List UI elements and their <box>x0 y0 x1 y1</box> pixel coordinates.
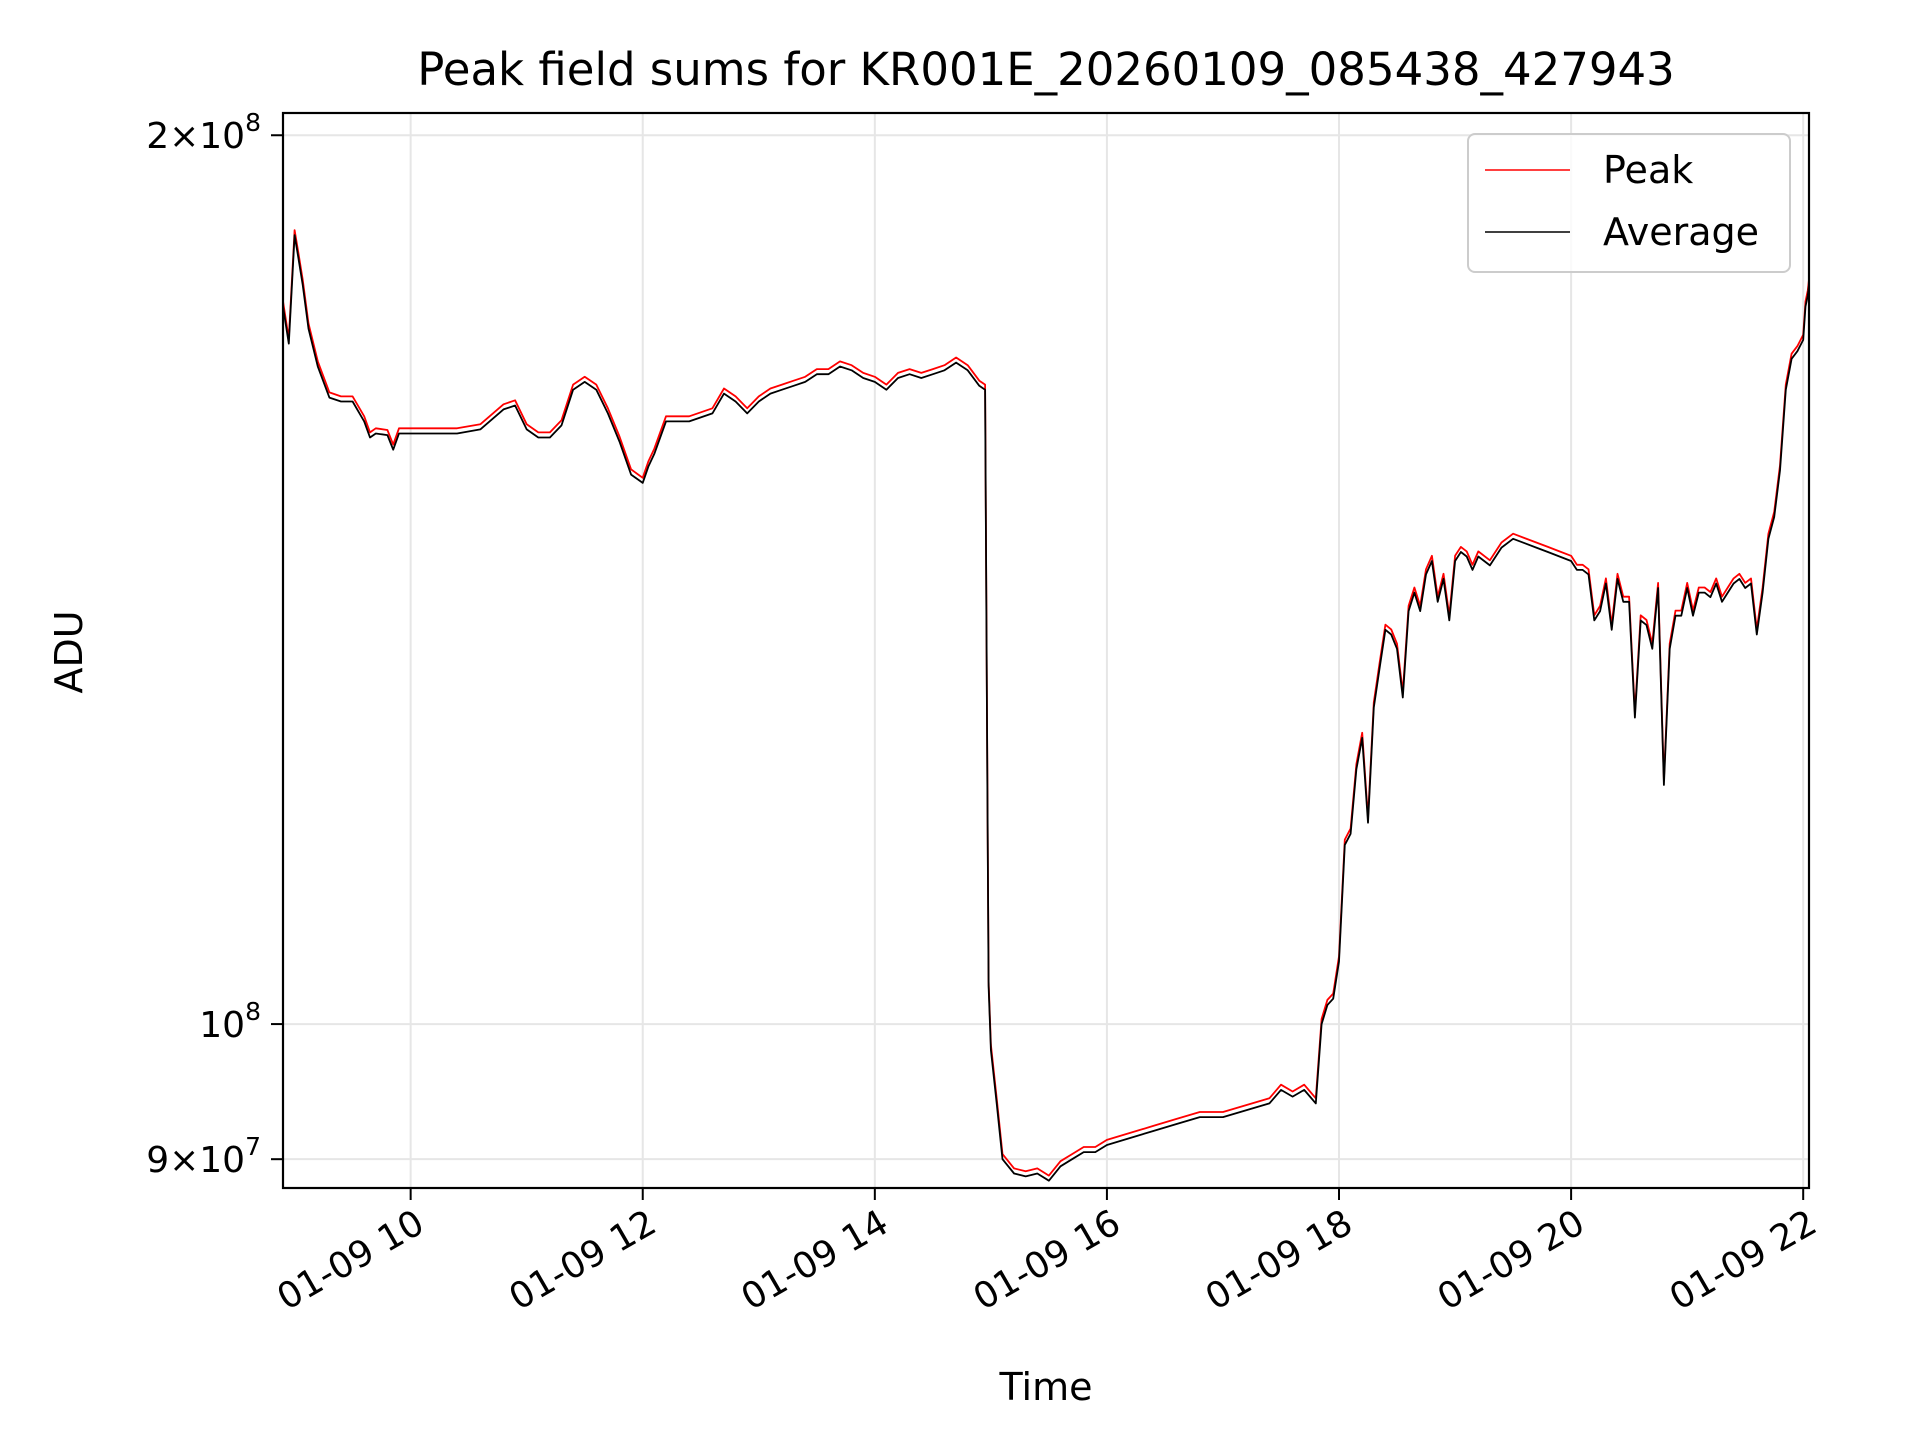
y-axis-label: ADU <box>47 610 91 693</box>
legend: Peak Average <box>1467 133 1791 273</box>
y-tick-label: 9×107 <box>146 1132 261 1181</box>
legend-peak-label: Peak <box>1603 148 1693 192</box>
series-line-peak <box>283 229 1809 1177</box>
y-axis: 2×108 108 9×107 <box>146 108 283 1181</box>
chart-title: Peak field sums for KR001E_20260109_0854… <box>417 43 1675 96</box>
y-tick-label: 2×108 <box>146 108 261 157</box>
plot-frame <box>281 111 1811 1190</box>
legend-box <box>1467 133 1791 273</box>
series-line-average <box>283 234 1809 1182</box>
plot-background <box>283 113 1809 1188</box>
grid <box>283 113 1809 1188</box>
x-axis-label: Time <box>999 1365 1093 1409</box>
y-tick-label: 108 <box>199 997 261 1046</box>
legend-average-label: Average <box>1603 210 1759 254</box>
series-group <box>283 229 1809 1182</box>
